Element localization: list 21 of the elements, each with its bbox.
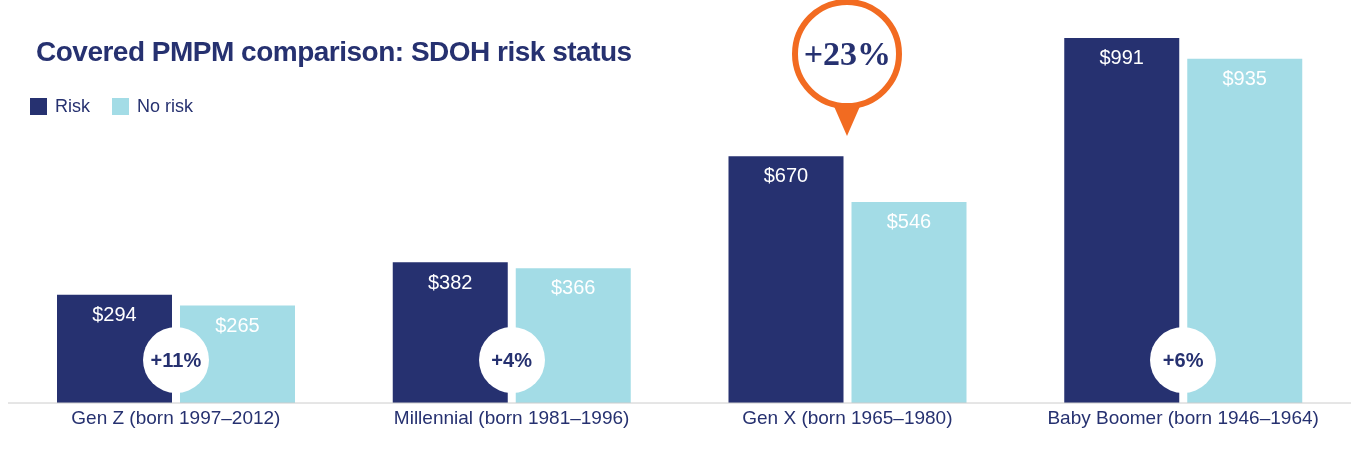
data-label: $935 [1222,66,1267,89]
x-tick-label: Gen Z (born 1997–2012) [71,407,281,429]
annotation: +11% [150,348,202,372]
legend-label: Risk [55,96,90,117]
bar [851,201,967,403]
data-label: $294 [92,302,137,325]
bar [728,156,844,403]
data-label: $546 [886,210,932,233]
x-tick-label: Gen X (born 1965–1980) [742,407,953,429]
annotation: +6% [1162,348,1204,372]
annotation: +4% [491,348,532,372]
chart-title: Covered PMPM comparison: SDOH risk status [36,36,632,68]
data-label: $670 [763,164,809,187]
x-tick-label: Millennial (born 1981–1996) [393,407,630,429]
legend-label: No risk [137,96,194,117]
x-tick-label: Baby Boomer (born 1946–1964) [1047,407,1319,429]
data-label: $382 [428,270,473,293]
data-label: $265 [215,313,260,336]
annotation: +23% [802,34,893,74]
data-label: $991 [1099,46,1144,69]
data-label: $366 [551,276,596,299]
